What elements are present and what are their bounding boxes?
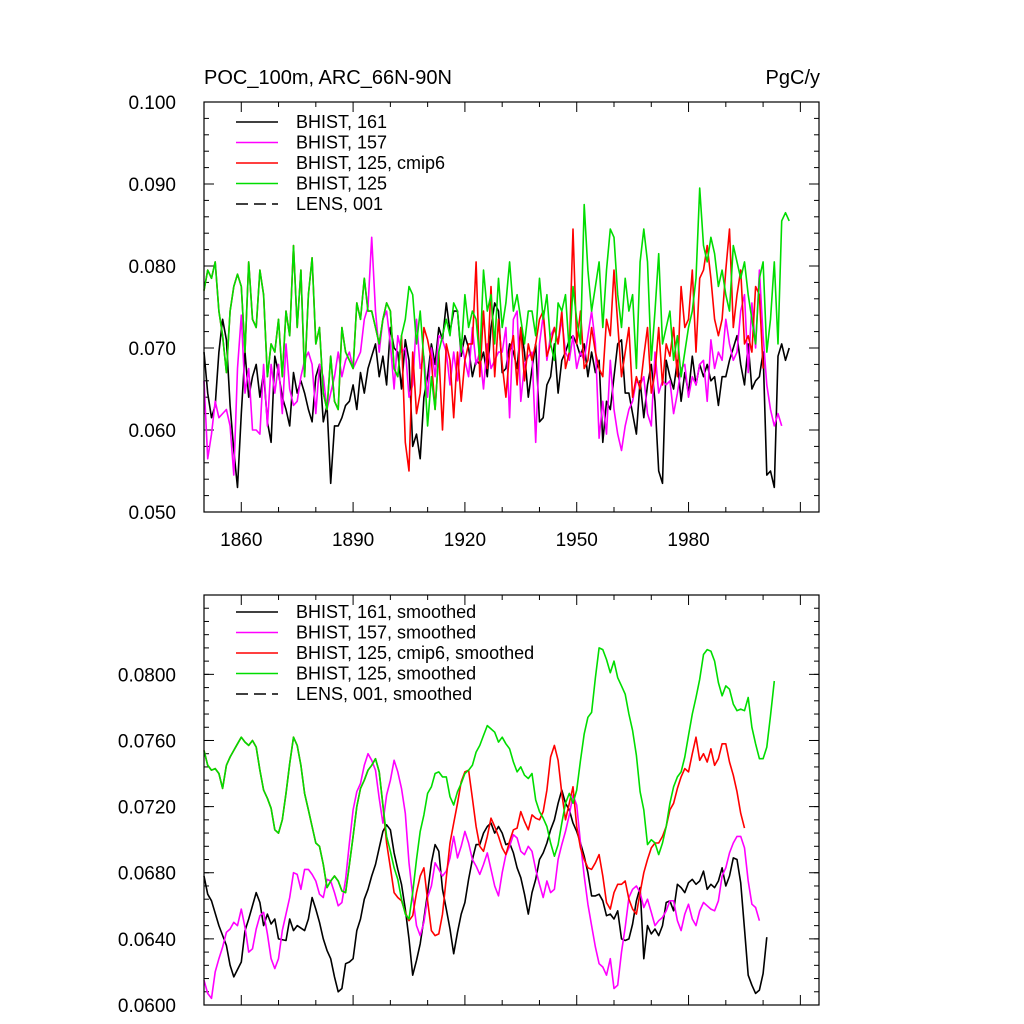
top-y-tick-label: 0.100 — [128, 93, 176, 114]
top-legend-label: BHIST, 125 — [296, 174, 387, 194]
bottom-legend-label: BHIST, 125, smoothed — [296, 664, 476, 684]
top-x-tick-label: 1890 — [332, 530, 374, 551]
bottom-y-tick-label: 0.0800 — [118, 665, 176, 686]
top-x-tick-label: 1950 — [556, 530, 598, 551]
top-y-tick-label: 0.050 — [128, 503, 176, 524]
bottom-y-tick-label: 0.0720 — [118, 798, 176, 819]
bottom-plot-frame — [203, 594, 820, 1006]
top-plot-frame — [203, 101, 820, 513]
bottom-legend-label: BHIST, 125, cmip6, smoothed — [296, 643, 534, 663]
top-chart-units: PgC/y — [766, 67, 820, 89]
top-x-tick-label: 1980 — [667, 530, 709, 551]
top-y-tick-label: 0.090 — [128, 175, 176, 196]
top-x-tick-label: 1860 — [220, 530, 262, 551]
bottom-series-bhist-157-smoothed — [203, 752, 761, 1000]
bottom-series-bhist-125-smoothed — [203, 647, 776, 920]
top-series-bhist-157 — [203, 236, 783, 476]
top-x-tick-label: 1920 — [444, 530, 486, 551]
top-legend-label: LENS, 001 — [296, 194, 383, 214]
bottom-y-tick-label: 0.0640 — [118, 930, 176, 951]
bottom-y-tick-label: 0.0760 — [118, 731, 176, 752]
top-legend-label: BHIST, 161 — [296, 112, 387, 132]
top-y-tick-label: 0.080 — [128, 257, 176, 278]
bottom-legend-label: LENS, 001, smoothed — [296, 684, 472, 704]
top-chart-title: POC_100m, ARC_66N-90N — [204, 67, 452, 89]
top-y-tick-label: 0.060 — [128, 421, 176, 442]
bottom-legend-label: BHIST, 157, smoothed — [296, 623, 476, 643]
bottom-series-bhist-161-smoothed — [203, 789, 768, 995]
top-y-tick-label: 0.070 — [128, 339, 176, 360]
bottom-y-tick-label: 0.0680 — [118, 864, 176, 885]
bottom-y-tick-label: 0.0600 — [118, 996, 176, 1017]
top-legend-label: BHIST, 125, cmip6 — [296, 153, 445, 173]
top-panel: POC_100m, ARC_66N-90N PgC/y 1860 1890 1920… — [128, 67, 820, 551]
bottom-panel: 0.0600 0.0640 0.0680 0.0720 0.0760 0.0800 BHI… — [118, 594, 820, 1017]
top-series-bhist-125 — [203, 187, 790, 427]
bottom-legend-label: BHIST, 161, smoothed — [296, 602, 476, 622]
top-legend-label: BHIST, 157 — [296, 133, 387, 153]
